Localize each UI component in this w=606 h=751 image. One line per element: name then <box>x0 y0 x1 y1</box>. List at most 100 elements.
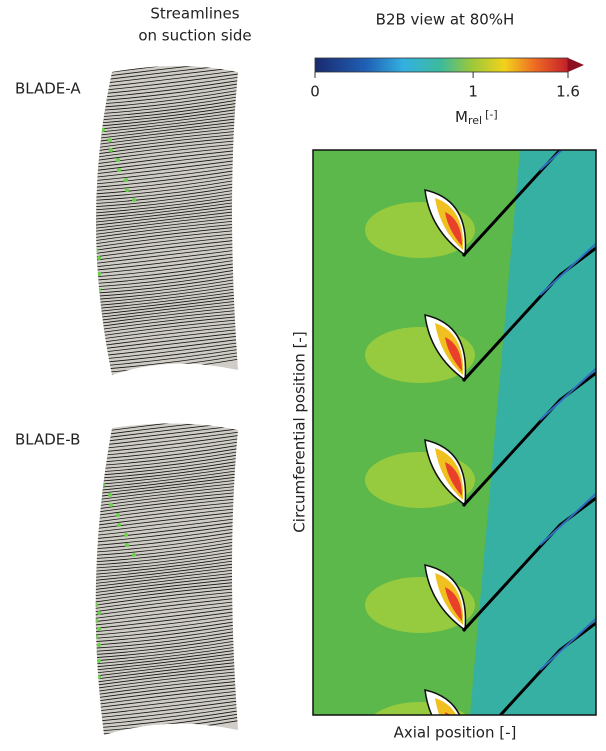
streamline <box>95 603 239 624</box>
separation-marker <box>132 553 136 557</box>
separation-marker <box>96 312 98 316</box>
blade-a-streamlines <box>96 66 238 375</box>
streamline <box>95 631 239 653</box>
streamline <box>96 257 238 279</box>
supersonic-core <box>445 587 462 621</box>
wake <box>540 0 600 45</box>
streamline <box>96 168 238 189</box>
separation-marker <box>97 288 101 292</box>
streamline <box>96 212 238 234</box>
streamline <box>96 216 238 237</box>
streamline <box>96 187 238 208</box>
streamline <box>95 564 239 586</box>
streamline <box>96 145 238 167</box>
separation-marker <box>97 675 101 679</box>
streamline <box>96 209 238 231</box>
separation-marker <box>97 643 101 647</box>
streamline <box>95 567 239 589</box>
streamline <box>96 200 238 221</box>
streamline <box>95 663 239 685</box>
wake <box>539 492 596 546</box>
wake <box>539 617 596 671</box>
streamline <box>95 577 239 599</box>
streamline <box>96 174 238 196</box>
streamline <box>95 535 239 557</box>
low-mach-region <box>470 150 596 715</box>
blade-section <box>498 621 596 715</box>
streamline <box>96 219 238 240</box>
streamline <box>95 615 239 637</box>
streamline <box>95 561 239 583</box>
streamline <box>95 599 239 621</box>
colorbar-tick-label: 0 <box>310 83 320 101</box>
streamline <box>96 155 238 176</box>
x-axis-label: Axial position [-] <box>394 724 517 742</box>
separation-marker <box>124 178 128 182</box>
plot-frame <box>312 149 597 716</box>
streamline <box>95 510 239 531</box>
streamline <box>96 251 238 272</box>
colorbar-tick-label: 1.6 <box>556 83 580 101</box>
blade-section <box>461 150 563 258</box>
wake <box>539 367 596 421</box>
separation-marker <box>97 304 101 308</box>
separation-marker <box>96 296 98 300</box>
streamline <box>95 551 239 573</box>
streamline <box>95 651 239 672</box>
streamline <box>95 590 239 611</box>
separation-marker <box>97 272 101 276</box>
wake <box>539 242 596 296</box>
separation-marker <box>125 188 129 192</box>
streamline <box>95 516 239 538</box>
separation-marker <box>109 148 113 152</box>
blade-section <box>461 371 596 508</box>
colorbar-label-main: M <box>455 108 468 126</box>
separation-marker <box>95 667 98 671</box>
streamline <box>95 612 239 634</box>
colorbar-label: Mrel [-] <box>455 108 498 128</box>
streamline <box>95 628 239 650</box>
streamline <box>96 190 238 212</box>
separation-marker <box>116 513 120 517</box>
separation-marker <box>95 651 98 655</box>
streamline <box>96 177 238 199</box>
colorbar-tick-label: 1 <box>468 83 478 101</box>
streamline <box>95 539 239 560</box>
streamline <box>95 545 239 567</box>
colorbar-label-unit: [-] <box>485 108 498 121</box>
separation-marker <box>117 523 121 527</box>
separation-marker <box>97 320 101 324</box>
separation-marker <box>125 543 129 547</box>
separation-marker <box>95 635 98 639</box>
separation-marker <box>132 198 136 202</box>
streamline <box>96 235 238 256</box>
streamline <box>95 667 239 688</box>
streamline <box>95 526 239 547</box>
streamline <box>95 606 239 627</box>
separation-marker <box>116 158 120 162</box>
streamline <box>95 587 239 608</box>
separation-marker <box>124 533 128 537</box>
streamline <box>96 158 238 180</box>
separation-marker <box>108 138 112 142</box>
separation-marker <box>96 264 98 268</box>
separation-marker <box>97 256 101 260</box>
streamline <box>95 635 239 656</box>
streamline <box>95 644 239 666</box>
separation-marker <box>109 503 113 507</box>
separation-marker <box>97 611 101 615</box>
streamline <box>95 529 239 551</box>
streamline <box>95 619 239 640</box>
streamline <box>96 267 238 288</box>
streamline <box>95 542 239 563</box>
streamline <box>96 193 238 215</box>
streamline <box>95 670 239 691</box>
wake <box>539 150 564 171</box>
blade-section <box>461 246 596 383</box>
streamline <box>96 264 238 285</box>
streamline <box>96 180 238 202</box>
streamline <box>95 507 239 528</box>
streamline <box>95 622 239 643</box>
colorbar-label-sub: rel <box>468 114 482 127</box>
